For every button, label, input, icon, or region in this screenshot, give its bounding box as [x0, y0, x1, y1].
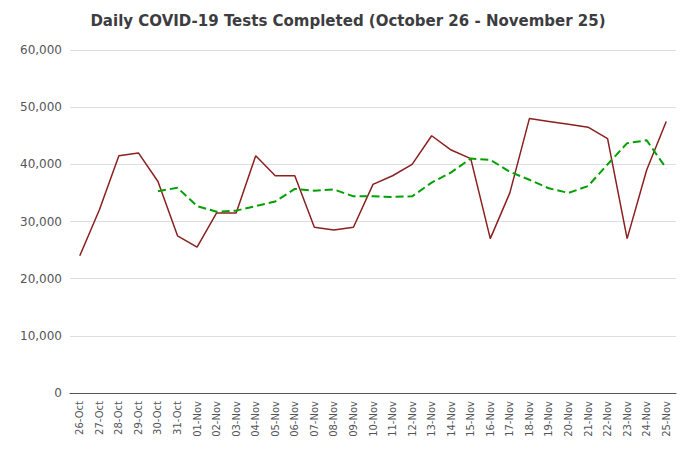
svg-text:26-Oct: 26-Oct: [74, 401, 85, 435]
svg-text:31-Oct: 31-Oct: [172, 401, 183, 435]
svg-text:11-Nov: 11-Nov: [387, 401, 398, 437]
svg-text:06-Nov: 06-Nov: [289, 401, 300, 437]
svg-text:40,000: 40,000: [20, 157, 62, 171]
svg-text:18-Nov: 18-Nov: [524, 401, 535, 437]
svg-text:30,000: 30,000: [20, 215, 62, 229]
svg-text:24-Nov: 24-Nov: [641, 401, 652, 437]
svg-text:05-Nov: 05-Nov: [270, 401, 281, 437]
svg-text:20-Nov: 20-Nov: [563, 401, 574, 437]
svg-text:10,000: 10,000: [20, 329, 62, 343]
svg-text:60,000: 60,000: [20, 43, 62, 57]
svg-text:25-Nov: 25-Nov: [661, 401, 672, 437]
svg-text:20,000: 20,000: [20, 272, 62, 286]
svg-text:01-Nov: 01-Nov: [192, 401, 203, 437]
svg-text:30-Oct: 30-Oct: [152, 401, 163, 435]
svg-text:10-Nov: 10-Nov: [368, 401, 379, 437]
svg-text:50,000: 50,000: [20, 100, 62, 114]
svg-text:23-Nov: 23-Nov: [622, 401, 633, 437]
svg-text:08-Nov: 08-Nov: [328, 401, 339, 437]
svg-text:29-Oct: 29-Oct: [133, 401, 144, 435]
svg-text:22-Nov: 22-Nov: [602, 401, 613, 437]
svg-text:16-Nov: 16-Nov: [485, 401, 496, 437]
svg-text:09-Nov: 09-Nov: [348, 401, 359, 437]
svg-text:04-Nov: 04-Nov: [250, 401, 261, 437]
svg-text:27-Oct: 27-Oct: [94, 401, 105, 435]
svg-text:19-Nov: 19-Nov: [543, 401, 554, 437]
svg-text:07-Nov: 07-Nov: [309, 401, 320, 437]
svg-text:28-Oct: 28-Oct: [113, 401, 124, 435]
svg-text:15-Nov: 15-Nov: [465, 401, 476, 437]
svg-text:14-Nov: 14-Nov: [446, 401, 457, 437]
svg-text:02-Nov: 02-Nov: [211, 401, 222, 437]
svg-text:0: 0: [54, 386, 62, 400]
svg-text:Daily COVID-19 Tests Completed: Daily COVID-19 Tests Completed (October …: [90, 12, 605, 30]
svg-text:13-Nov: 13-Nov: [426, 401, 437, 437]
svg-text:12-Nov: 12-Nov: [407, 401, 418, 437]
svg-text:21-Nov: 21-Nov: [583, 401, 594, 437]
svg-text:17-Nov: 17-Nov: [504, 401, 515, 437]
svg-text:03-Nov: 03-Nov: [231, 401, 242, 437]
